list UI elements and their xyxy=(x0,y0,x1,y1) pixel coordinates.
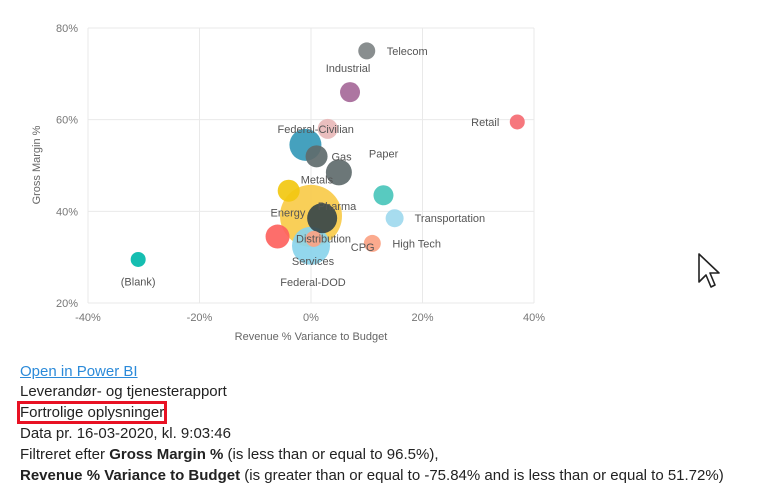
filter2-condition: (is greater than or equal to -75.84% and… xyxy=(240,467,724,484)
point-label: Transportation xyxy=(415,213,486,225)
bubble-unlabeled[interactable] xyxy=(307,203,338,234)
x-tick-label: -40% xyxy=(75,312,101,324)
open-in-powerbi-link[interactable]: Open in Power BI xyxy=(20,362,138,382)
x-tick-label: 20% xyxy=(411,312,433,324)
bubble-gas[interactable] xyxy=(305,145,328,168)
y-tick-label: 20% xyxy=(56,298,78,310)
bubble-telecom[interactable] xyxy=(358,42,376,60)
point-label: Gas xyxy=(331,151,352,163)
point-label: Paper xyxy=(369,148,399,160)
point-label: Services xyxy=(292,256,335,268)
bubble-energy[interactable] xyxy=(265,224,290,249)
filter-line-1: Filtreret efter Gross Margin % (is less … xyxy=(20,445,439,465)
x-axis-title: Revenue % Variance to Budget xyxy=(235,331,388,343)
data-timestamp: Data pr. 16-03-2020, kl. 9:03:46 xyxy=(20,425,231,442)
bubble-federal-civilian[interactable] xyxy=(317,118,338,139)
confidential-label: Fortrolige oplysninger xyxy=(16,401,168,424)
point-label: Telecom xyxy=(387,46,428,58)
point-label: Distribution xyxy=(296,234,351,246)
point-label: High Tech xyxy=(392,238,441,250)
bubble-paper[interactable] xyxy=(325,159,352,186)
y-axis-title: Gross Margin % xyxy=(31,125,43,204)
point-label: Energy xyxy=(271,208,306,220)
report-title: Leverandør- og tjenesterapport xyxy=(20,383,227,400)
axis-ticks: -40% -20% 0% 20% 40% 20% 40% 60% 80% xyxy=(56,23,545,324)
y-tick-label: 60% xyxy=(56,115,78,127)
point-label: (Blank) xyxy=(121,276,156,288)
point-labels: Telecom Industrial Retail Federal-Civilian G… xyxy=(121,46,500,289)
bubble-metals[interactable] xyxy=(277,179,300,202)
bubble--blank-[interactable] xyxy=(130,251,146,267)
y-tick-label: 40% xyxy=(56,206,78,218)
scatter-chart: -40% -20% 0% 20% 40% 20% 40% 60% 80% Telecom Indu… xyxy=(31,23,545,343)
bubble-cpg[interactable] xyxy=(305,230,322,247)
filter1-field: Gross Margin % xyxy=(109,446,224,463)
x-tick-label: 40% xyxy=(523,312,545,324)
filter2-field: Revenue % Variance to Budget xyxy=(20,467,241,484)
bubble-transportation[interactable] xyxy=(385,209,404,228)
point-label: Pharma xyxy=(318,201,357,213)
point-label: Federal-DOD xyxy=(280,277,345,289)
filter-line-2: Revenue % Variance to Budget (is greater… xyxy=(20,466,724,486)
point-label: Retail xyxy=(471,117,499,129)
bubble-industrial[interactable] xyxy=(340,82,361,103)
point-label: CPG xyxy=(351,242,375,254)
filter-prefix: Filtreret efter xyxy=(20,446,110,463)
point-label: Metals xyxy=(301,175,334,187)
y-tick-label: 80% xyxy=(56,23,78,35)
x-tick-label: -20% xyxy=(187,312,213,324)
bubble-retail[interactable] xyxy=(509,114,525,130)
mouse-pointer-icon xyxy=(698,253,720,288)
confidential-text: Fortrolige oplysninger xyxy=(16,401,168,424)
data-points xyxy=(130,42,525,267)
bubble-high-tech[interactable] xyxy=(363,234,381,252)
point-label: Federal-Civilian xyxy=(278,124,354,136)
open-in-powerbi-anchor[interactable]: Open in Power BI xyxy=(20,363,138,380)
point-label: Industrial xyxy=(326,63,371,75)
x-tick-label: 0% xyxy=(303,312,319,324)
filter1-condition: (is less than or equal to 96.5%), xyxy=(223,446,439,463)
bubble-unlabeled[interactable] xyxy=(373,185,394,206)
